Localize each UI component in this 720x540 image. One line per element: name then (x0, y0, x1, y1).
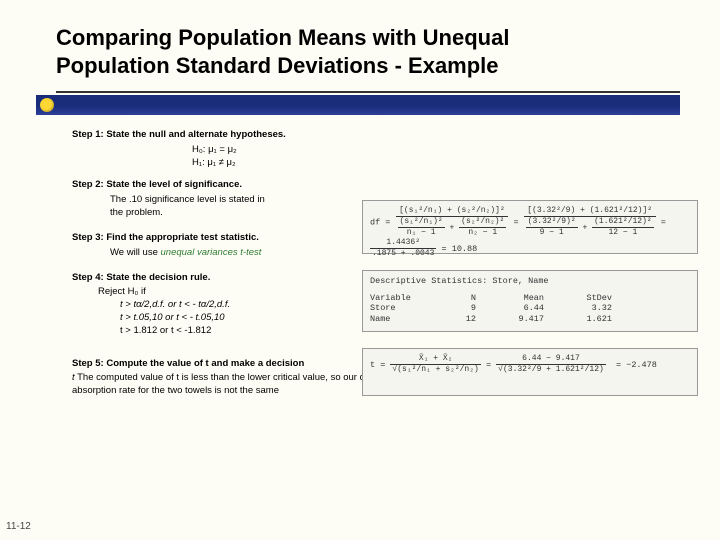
step-2-header: Step 2: (72, 179, 104, 190)
null-hypothesis: H₀: μ₁ = μ₂ (192, 144, 700, 157)
t-formula-box: t = X̄₁ + X̄₂ √(s₁²/n₁ + s₂²/n₂) = 6.44 … (362, 348, 698, 396)
slide-title-area: Comparing Population Means with Unequal … (0, 0, 720, 87)
step-3-header: Step 3: (72, 232, 104, 243)
title-underline (56, 91, 680, 93)
descriptive-stats-box: Descriptive Statistics: Store, Name Vari… (362, 270, 698, 332)
step-2: Step 2: State the level of significance. (72, 179, 700, 192)
title-line-1: Comparing Population Means with Unequal (56, 25, 509, 50)
df-num: [(s₁²/n₁) + (s₂²/n₂)]² (396, 206, 509, 217)
hypotheses: H₀: μ₁ = μ₂ H₁: μ₁ ≠ μ₂ (192, 144, 700, 170)
step-1: Step 1: State the null and alternate hyp… (72, 129, 700, 142)
step-2-body: The .10 significance level is stated in … (110, 194, 280, 220)
step-5-text: Compute the value of t and make a decisi… (106, 358, 304, 369)
df-lhs: df = (370, 217, 390, 227)
step-3-highlight: unequal variances t-test (161, 247, 262, 258)
alt-hypothesis: H₁: μ₁ ≠ μ₂ (192, 157, 700, 170)
desc-row-1: Name 12 9.417 1.621 (370, 314, 690, 325)
step-2-text: State the level of significance. (106, 179, 242, 190)
slide-title: Comparing Population Means with Unequal … (56, 24, 680, 79)
t-result: = −2.478 (616, 360, 657, 370)
desc-row-0: Store 9 6.44 3.32 (370, 303, 690, 314)
step-3-text: Find the appropriate test statistic. (106, 232, 259, 243)
step-4-text: State the decision rule. (106, 272, 210, 283)
step-4-header: Step 4: (72, 272, 104, 283)
page-number: 11-12 (6, 521, 31, 532)
df-result: = 10.88 (442, 244, 478, 254)
header-bar (36, 95, 680, 115)
step-3-prefix: We will use (110, 247, 161, 258)
desc-title: Descriptive Statistics: Store, Name (370, 276, 690, 287)
title-line-2: Population Standard Deviations - Example (56, 53, 499, 78)
step-1-text: State the null and alternate hypotheses. (106, 129, 285, 140)
df-formula-box: df = [(s₁²/n₁) + (s₂²/n₂)]² (s₁²/n₁)²n₁ … (362, 200, 698, 254)
t-lhs: t = (370, 360, 385, 370)
accent-dot-icon (40, 98, 54, 112)
desc-header-row: Variable N Mean StDev (370, 293, 690, 304)
step-5-header: Step 5: (72, 358, 104, 369)
step-1-header: Step 1: (72, 129, 104, 140)
df-mid-num: [(3.32²/9) + (1.621²/12)]² (524, 206, 656, 217)
